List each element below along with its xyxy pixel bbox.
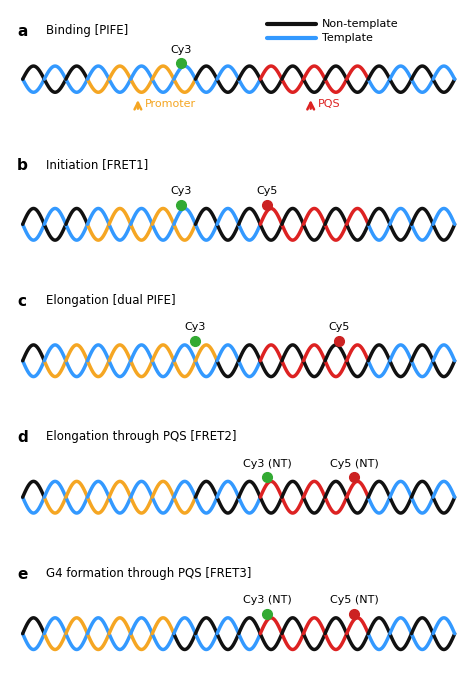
Text: PQS: PQS bbox=[318, 99, 341, 110]
Text: Cy5 (NT): Cy5 (NT) bbox=[329, 458, 378, 469]
Text: c: c bbox=[17, 294, 26, 309]
Text: Cy3 (NT): Cy3 (NT) bbox=[243, 595, 292, 605]
Text: Cy3 (NT): Cy3 (NT) bbox=[243, 458, 292, 469]
Text: b: b bbox=[17, 158, 28, 173]
Text: Cy3: Cy3 bbox=[170, 186, 192, 196]
Text: Cy5: Cy5 bbox=[329, 322, 350, 332]
Text: Non-template: Non-template bbox=[322, 19, 399, 29]
Text: Elongation [dual PIFE]: Elongation [dual PIFE] bbox=[46, 294, 176, 307]
Text: Promoter: Promoter bbox=[145, 99, 196, 110]
Text: G4 formation through PQS [FRET3]: G4 formation through PQS [FRET3] bbox=[46, 567, 251, 580]
Text: Cy3: Cy3 bbox=[185, 322, 206, 332]
Text: Cy5 (NT): Cy5 (NT) bbox=[329, 595, 378, 605]
Text: Binding [PIFE]: Binding [PIFE] bbox=[46, 24, 128, 37]
Text: d: d bbox=[17, 430, 28, 445]
Text: e: e bbox=[17, 567, 27, 582]
Text: Cy3: Cy3 bbox=[170, 45, 192, 55]
Text: Cy5: Cy5 bbox=[257, 186, 278, 196]
Text: a: a bbox=[17, 24, 27, 39]
Text: Initiation [FRET1]: Initiation [FRET1] bbox=[46, 158, 148, 171]
Text: Elongation through PQS [FRET2]: Elongation through PQS [FRET2] bbox=[46, 430, 236, 443]
Text: Template: Template bbox=[322, 34, 373, 43]
